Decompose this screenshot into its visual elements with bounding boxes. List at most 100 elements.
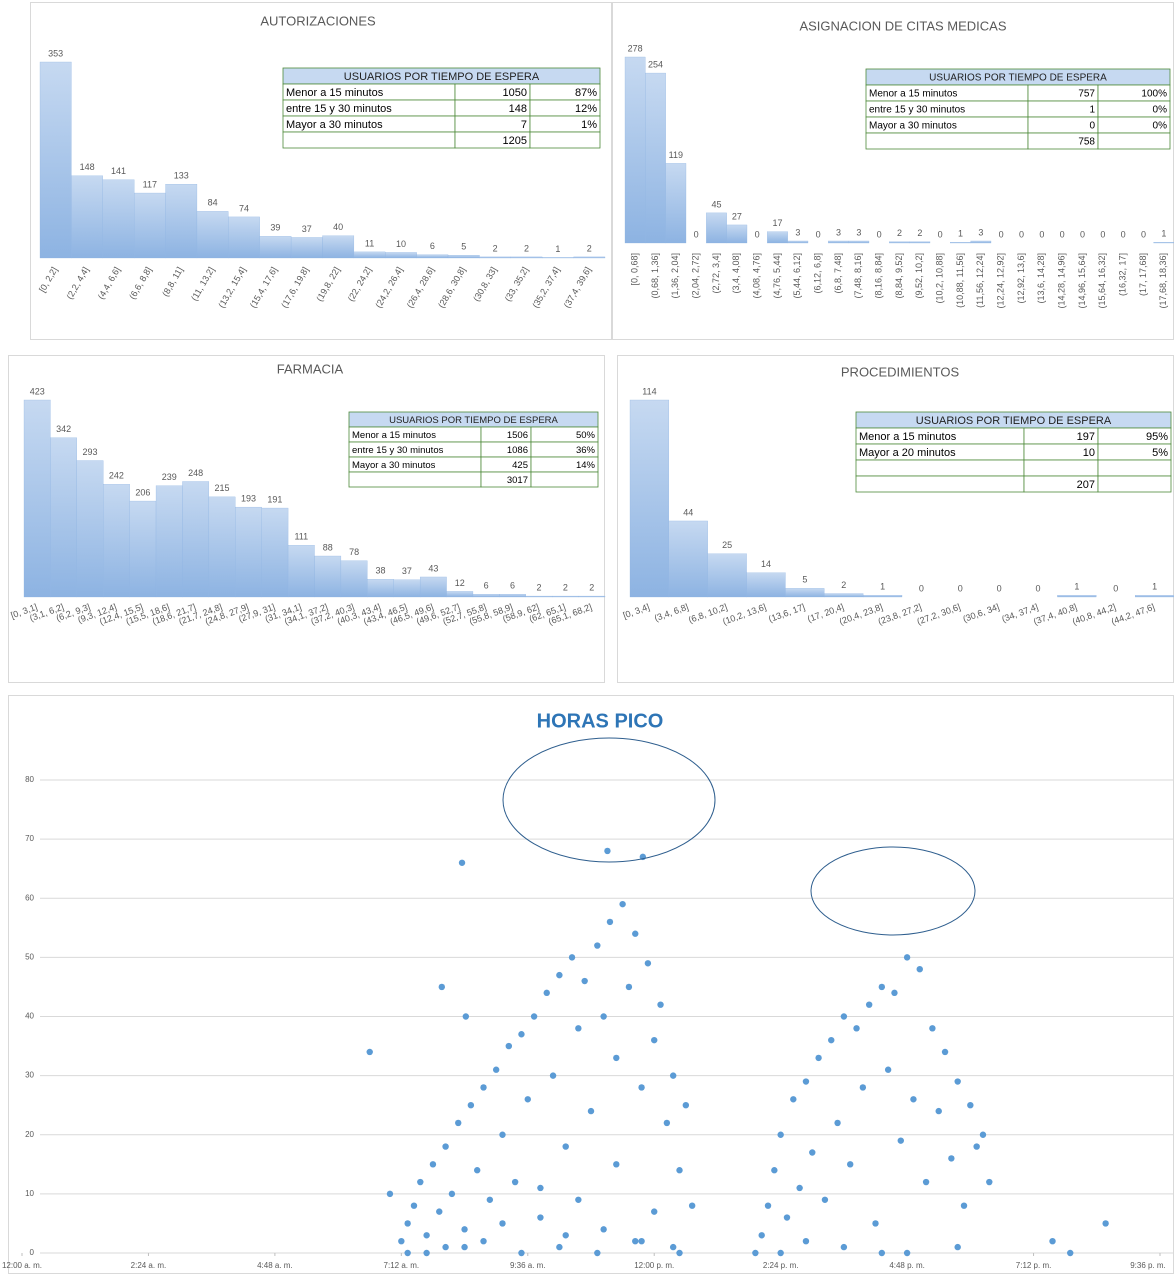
panel [612,2,1174,340]
point [537,1214,544,1221]
value-label: 0 [1100,229,1105,239]
point [398,1237,405,1245]
point [499,1131,506,1138]
bar [129,500,157,598]
value-label: 0 [1060,229,1065,239]
point [802,1078,810,1085]
bar [71,175,103,259]
panel [617,355,1174,683]
bar [848,240,870,244]
point [790,1096,797,1103]
point [594,1249,601,1257]
point [575,1025,582,1032]
table-cell [865,132,1029,150]
value-label: 3 [856,227,861,237]
point [878,983,886,991]
value-label: 342 [56,424,71,434]
value-label: 39 [270,223,280,233]
value-label: 141 [111,166,126,176]
y-tick-label: 20 [25,1130,34,1139]
x-tick-label: (14,28, 14,96] [1057,253,1067,309]
point [815,1054,822,1062]
bar [76,460,104,598]
point [461,1243,468,1251]
point [638,1084,645,1091]
table-cell-text: 1506 [507,430,528,441]
point [549,1072,557,1079]
bar [39,61,72,259]
value-label: 0 [1141,229,1146,239]
bar [50,437,77,598]
point [916,966,923,973]
value-label: 38 [376,566,386,576]
bar [578,595,606,598]
point [619,900,626,908]
table-header-text: USUARIOS POR TIEMPO DE ESPERA [389,415,558,426]
value-label: 0 [919,583,924,593]
point [462,1013,470,1020]
point [604,847,611,855]
point [676,1249,683,1257]
bar [499,594,526,598]
point [442,1243,449,1251]
point [632,1237,639,1245]
y-tick-label: 0 [30,1248,35,1257]
x-tick-label: 9:36 p. m. [1130,1261,1166,1270]
point [575,1196,582,1203]
value-label: 37 [402,566,412,576]
point [568,954,576,961]
value-label: 1 [958,229,963,239]
table-cell-text: 50% [576,430,596,441]
point [524,1096,531,1103]
table-cell-text: 197 [1077,431,1095,443]
point [644,960,652,967]
table-cell-text: 5% [1152,447,1168,459]
bar [472,594,500,598]
table-cell-text: entre 15 y 30 minutos [286,103,392,115]
point [606,918,614,926]
y-tick-label: 40 [25,1012,34,1021]
x-tick-label: (12,92, 13,6] [1016,253,1026,304]
point [941,1048,949,1056]
bar [525,595,553,598]
point [480,1084,487,1091]
point [884,1066,892,1073]
value-label: 14 [761,559,771,569]
point [954,1243,961,1251]
table-cell-text: 1050 [503,87,527,99]
point [429,1161,437,1168]
value-label: 25 [722,540,732,550]
x-tick-label: [0, 0,68] [630,253,640,286]
point [1049,1237,1056,1245]
value-label: 0 [1121,229,1126,239]
table-cell-text: 87% [575,87,597,99]
bar [970,240,992,244]
bar [629,399,670,598]
value-label: 0 [1035,583,1040,593]
bar [287,545,315,598]
point [562,1232,569,1239]
table-cell [1027,100,1099,118]
x-tick-label: (10,2, 10,88] [935,253,945,304]
table-cell-text: Mayor a 30 minutos [352,460,436,471]
bar [322,235,355,259]
table-cell-text: 0% [1153,105,1168,116]
value-label: 148 [80,162,95,172]
bar [552,595,579,598]
point [417,1178,424,1186]
table-header-text: USUARIOS POR TIEMPO DE ESPERA [344,71,540,83]
value-label: 3 [836,227,841,237]
bar [746,572,786,598]
value-label: 206 [135,487,150,497]
value-label: 0 [938,229,943,239]
table-cell-text: 36% [576,445,596,456]
chart-title: FARMACIA [277,361,344,376]
value-label: 0 [999,229,1004,239]
table-cell-text: 148 [509,103,527,115]
table-cell-text: Mayor a 30 minutos [869,121,957,132]
point [600,1013,607,1020]
point [530,1013,538,1020]
value-label: 44 [683,507,693,517]
point [386,1190,394,1198]
point [828,1036,835,1044]
